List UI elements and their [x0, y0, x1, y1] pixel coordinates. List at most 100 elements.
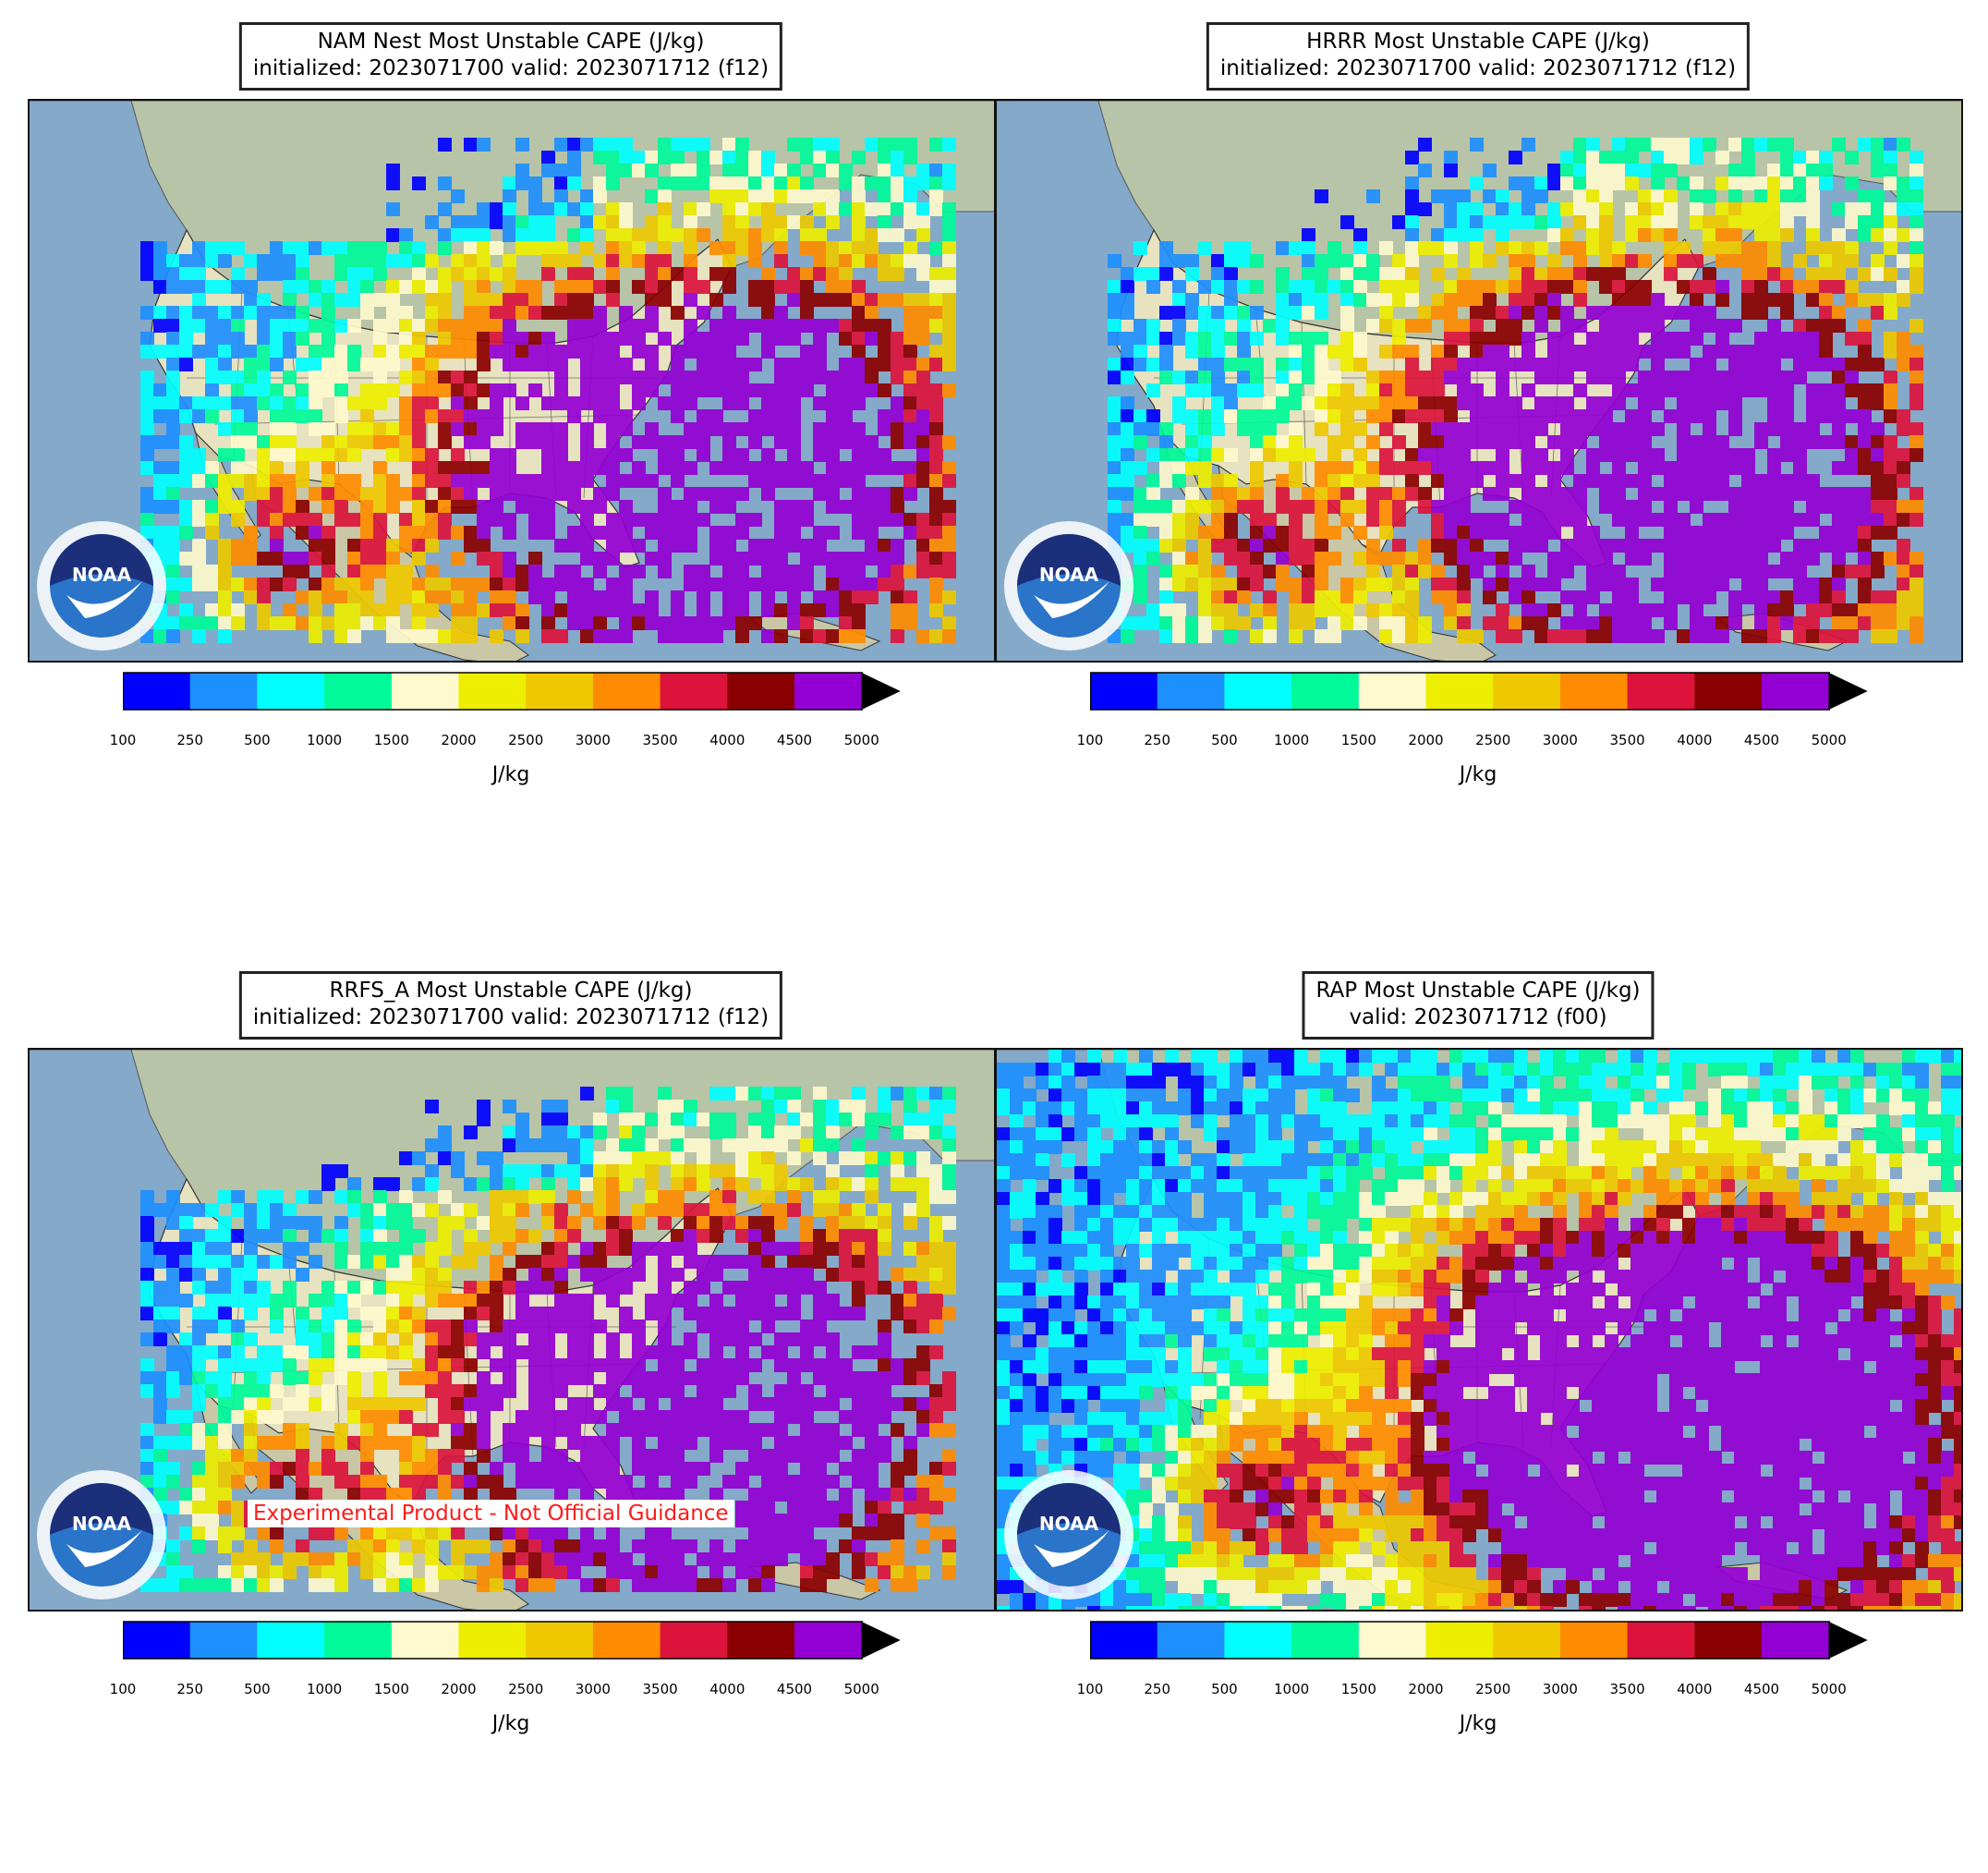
panel-rap: RAP Most Unstable CAPE (J/kg) valid: 202… — [967, 949, 1935, 1873]
experimental-watermark: Experimental Product - Not Official Guid… — [248, 1500, 734, 1527]
colorbar-segment — [190, 1622, 258, 1659]
colorbar-tick-label: 1000 — [1274, 1681, 1309, 1697]
cape-map: NOAA — [995, 1048, 1963, 1612]
panel-title-line2: initialized: 2023071700 valid: 202307171… — [1220, 55, 1736, 82]
colorbar-tick-label: 500 — [244, 1681, 271, 1697]
svg-text:NOAA: NOAA — [1039, 564, 1099, 586]
colorbar-tick-label: 500 — [244, 732, 271, 748]
noaa-logo-icon: NOAA — [37, 521, 166, 651]
colorbar-tick-label: 4500 — [1744, 1681, 1779, 1697]
colorbar-tick-label: 1500 — [374, 732, 409, 748]
colorbar-segment — [1291, 1622, 1359, 1659]
colorbar-tick-label: 4500 — [1744, 732, 1779, 748]
colorbar-tick-label: 3000 — [576, 1681, 611, 1697]
colorbar-extend-arrow — [862, 673, 901, 710]
colorbar-segment — [1158, 1622, 1225, 1659]
colorbar-tick-label: 2000 — [1408, 1681, 1443, 1697]
colorbar-segment — [459, 673, 527, 710]
colorbar-segment — [1628, 673, 1695, 710]
colorbar-segment — [123, 1622, 190, 1659]
colorbar-extend-arrow — [1829, 673, 1868, 710]
colorbar-tick-label: 5000 — [844, 1681, 879, 1697]
colorbar-extend-arrow — [1829, 1622, 1868, 1659]
colorbar-segment — [324, 1622, 392, 1659]
noaa-logo-icon: NOAA — [1004, 521, 1133, 651]
colorbar-tick-label: 2000 — [1408, 732, 1443, 748]
colorbar-segment — [794, 673, 862, 710]
panel-title-line1: NAM Nest Most Unstable CAPE (J/kg) — [253, 29, 769, 55]
colorbar-tick-label: 1500 — [374, 1681, 409, 1697]
panel-title-line1: RRFS_A Most Unstable CAPE (J/kg) — [253, 978, 769, 1004]
colorbar-extend-arrow — [862, 1622, 901, 1659]
colorbar-segment — [1359, 673, 1426, 710]
colorbar-tick-label: 5000 — [1812, 1681, 1847, 1697]
colorbar-segment — [727, 1622, 794, 1659]
colorbar-segment — [661, 673, 728, 710]
colorbar-tick-label: 2000 — [441, 1681, 476, 1697]
colorbar-tick-label: 1500 — [1341, 1681, 1376, 1697]
colorbar-segment — [123, 673, 190, 710]
colorbar-tick-label: 3000 — [576, 732, 611, 748]
colorbar-tick-label: 2500 — [508, 1681, 543, 1697]
colorbar-tick-label: 250 — [176, 1681, 203, 1697]
cape-field — [997, 1050, 1963, 1612]
panel-rrfs: RRFS_A Most Unstable CAPE (J/kg) initial… — [0, 949, 968, 1873]
colorbar-segment — [727, 673, 794, 710]
panel-title: HRRR Most Unstable CAPE (J/kg) initializ… — [1206, 22, 1750, 91]
colorbar-tick-label: 4000 — [1677, 732, 1712, 748]
base-map-svg: NOAA — [997, 101, 1963, 663]
panel-title: NAM Nest Most Unstable CAPE (J/kg) initi… — [239, 22, 782, 91]
colorbar-unit-label: J/kg — [492, 1712, 530, 1735]
colorbar-segment — [1090, 673, 1158, 710]
colorbar-tick-label: 2500 — [508, 732, 543, 748]
colorbar-tick-label: 3500 — [1610, 1681, 1645, 1697]
panel-title-line2: initialized: 2023071700 valid: 202307171… — [253, 1004, 769, 1031]
svg-text:NOAA: NOAA — [72, 564, 132, 586]
colorbar — [1090, 668, 1871, 714]
base-map-svg: NOAA — [30, 101, 996, 663]
panel-title: RAP Most Unstable CAPE (J/kg) valid: 202… — [1302, 971, 1654, 1040]
colorbar-tick-label: 3000 — [1543, 732, 1578, 748]
colorbar-tick-label: 4500 — [777, 732, 812, 748]
colorbar-segment — [1762, 1622, 1829, 1659]
colorbar-unit-label: J/kg — [1460, 763, 1497, 786]
colorbar-segment — [526, 1622, 593, 1659]
noaa-logo-icon: NOAA — [37, 1470, 166, 1599]
colorbar-segment — [1090, 1622, 1158, 1659]
colorbar-tick-label: 500 — [1211, 732, 1238, 748]
colorbar-segment — [1628, 1622, 1695, 1659]
colorbar-tick-label: 100 — [110, 1681, 137, 1697]
colorbar-segment — [257, 673, 324, 710]
colorbar-tick-label: 2500 — [1475, 732, 1510, 748]
colorbar-unit-label: J/kg — [1460, 1712, 1497, 1735]
colorbar — [123, 1617, 903, 1663]
colorbar-tick-label: 3500 — [1610, 732, 1645, 748]
panel-title: RRFS_A Most Unstable CAPE (J/kg) initial… — [239, 971, 782, 1040]
colorbar-segment — [1158, 673, 1225, 710]
colorbar-tick-label: 1000 — [307, 732, 342, 748]
base-map-svg: NOAA — [997, 1050, 1963, 1612]
colorbar-segment — [392, 673, 459, 710]
colorbar-segment — [1694, 1622, 1762, 1659]
noaa-logo-icon: NOAA — [1004, 1470, 1133, 1599]
panel-title-line2: valid: 2023071712 (f00) — [1315, 1004, 1640, 1031]
colorbar-segment — [1762, 673, 1829, 710]
colorbar-tick-label: 2000 — [441, 732, 476, 748]
colorbar-tick-label: 1000 — [307, 1681, 342, 1697]
cape-map: NOAA — [28, 99, 996, 663]
colorbar-tick-label: 5000 — [1812, 732, 1847, 748]
colorbar-segment — [257, 1622, 324, 1659]
colorbar-tick-label: 250 — [176, 732, 203, 748]
colorbar-tick-label: 2500 — [1475, 1681, 1510, 1697]
colorbar-segment — [593, 673, 661, 710]
colorbar-segment — [1560, 673, 1628, 710]
colorbar-tick-label: 250 — [1144, 732, 1170, 748]
colorbar-segment — [190, 673, 258, 710]
colorbar-segment — [324, 673, 392, 710]
colorbar-tick-label: 4000 — [709, 732, 745, 748]
colorbar-unit-label: J/kg — [492, 763, 530, 786]
